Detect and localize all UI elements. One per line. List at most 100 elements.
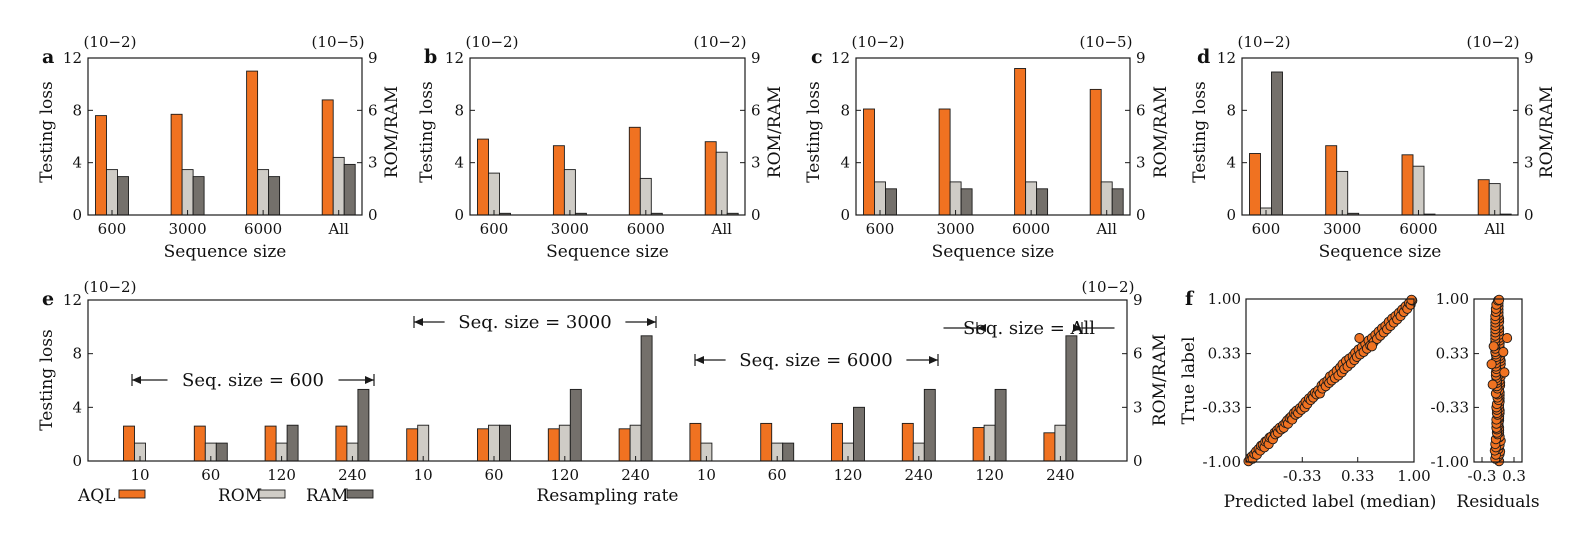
legend-label-aql: AQL: [77, 486, 116, 506]
x-axis-label: Sequence size: [546, 242, 669, 262]
bar-aql: [335, 425, 348, 462]
bar-ram: [885, 188, 897, 216]
y-axis-label-left: Testing loss: [804, 81, 824, 182]
legend-label-ram: RAM: [306, 486, 348, 506]
y-tick-left: 4: [840, 154, 850, 172]
bar-rom: [983, 424, 996, 462]
bar-ram: [286, 424, 299, 462]
arrow-head-right: [647, 318, 656, 326]
y-tick-right: 9: [1136, 49, 1146, 67]
y-tick-left: 4: [72, 154, 82, 172]
bar-ram: [1271, 71, 1283, 216]
x-tick-label: 600: [98, 220, 127, 238]
y-tick-left: 12: [445, 49, 464, 67]
bar-ram: [1065, 335, 1078, 462]
bar-aql: [321, 99, 334, 216]
bar-aql: [246, 70, 259, 216]
y-tick-left: 8: [1226, 101, 1236, 119]
scale-right: (10−2): [1082, 278, 1135, 296]
bar-rom: [715, 151, 728, 216]
bar-rom: [563, 169, 576, 216]
bar-aql: [628, 126, 641, 216]
y-tick-left: 8: [454, 101, 464, 119]
x-axis-label: Sequence size: [164, 242, 287, 262]
group-annotation: Seq. size = 3000: [413, 312, 657, 333]
y-tick-left: 12: [63, 49, 82, 67]
plot-frame: [87, 57, 363, 216]
panel-letter: c: [811, 46, 823, 68]
arrow-head-left: [695, 356, 704, 364]
bar-rom: [1336, 170, 1349, 216]
x-tick-label: -0.33: [1283, 467, 1321, 485]
scale-left: (10−2): [84, 33, 137, 51]
y-tick-right: 3: [368, 154, 378, 172]
plot-frame: [469, 57, 746, 216]
legend-swatch-ram: [346, 489, 374, 499]
y-tick-right: 9: [1524, 49, 1534, 67]
bar-aql: [1089, 88, 1102, 216]
bar-aql: [689, 422, 702, 462]
x-tick-label: 120: [267, 466, 296, 484]
group-label: Seq. size = 600: [182, 370, 324, 391]
panel-a: 0 4 8 12 0 3 6 9 600 3000 6000 All a (10−2) (10−5) Test…: [37, 33, 402, 262]
y-tick-left: 0: [72, 452, 82, 470]
bar-rom: [1054, 424, 1067, 462]
y-tick-label: -0.33: [1203, 398, 1241, 416]
y-tick-right: 6: [1136, 101, 1146, 119]
y-tick-left: 0: [1226, 206, 1236, 224]
x-axis-label: Resampling rate: [537, 486, 679, 506]
y-tick-right: 9: [368, 49, 378, 67]
x-tick-label: 120: [550, 466, 579, 484]
y-tick-label: -1.00: [1431, 453, 1469, 471]
x-tick-label: 60: [768, 466, 787, 484]
scale-right: (10−2): [1467, 33, 1520, 51]
bar-ram: [215, 442, 228, 462]
arrow-head-left: [414, 318, 423, 326]
x-tick-label: -0.3: [1468, 467, 1497, 485]
legend-swatch-aql: [118, 489, 146, 499]
scatter-point: [1499, 367, 1510, 378]
bar-aql: [938, 108, 951, 216]
y-tick-left: 8: [840, 101, 850, 119]
y-tick-left: 8: [72, 101, 82, 119]
y-axis-label-right: ROM/RAM: [765, 86, 785, 178]
x-tick-label: 3000: [551, 220, 589, 238]
arrow-head-right: [929, 356, 938, 364]
panel-c: 0 4 8 12 0 3 6 9 600 3000 6000 All c (10−2) (10−5) Test…: [804, 33, 1171, 262]
bar-ram: [268, 176, 281, 216]
bar-ram: [782, 442, 795, 462]
y-axis-label-left: Testing loss: [37, 329, 57, 430]
panel-f-residuals: -1.00 -0.33 0.33 1.00 -0.3 0.3 Residuals: [1431, 290, 1540, 512]
x-tick-label: 3000: [168, 220, 206, 238]
y-tick-right: 6: [751, 101, 761, 119]
scale-right: (10−2): [694, 33, 747, 51]
bar-aql: [1325, 145, 1338, 216]
scatter-point: [1486, 359, 1497, 370]
plot-frame: [1241, 57, 1519, 216]
bar-aql: [618, 428, 631, 462]
x-axis-label: Predicted label (median): [1224, 492, 1437, 512]
bar-aql: [704, 141, 717, 216]
bar-ram: [1111, 188, 1124, 216]
bar-aql: [1401, 154, 1414, 216]
y-tick-label: -1.00: [1203, 453, 1241, 471]
x-axis-label: Residuals: [1456, 492, 1539, 512]
x-tick-label: All: [1483, 220, 1505, 238]
y-tick-label: 1.00: [1436, 290, 1469, 308]
y-tick-right: 3: [1136, 154, 1146, 172]
y-tick-label: 0.33: [1208, 345, 1241, 363]
x-tick-label: 6000: [627, 220, 665, 238]
plot-frame: [1245, 298, 1415, 463]
bar-aql: [477, 428, 489, 462]
bar-ram: [994, 388, 1007, 462]
x-tick-label: 1.00: [1397, 467, 1430, 485]
bar-aql: [547, 428, 560, 462]
bar-aql: [1477, 179, 1490, 216]
y-tick-right: 0: [368, 206, 378, 224]
y-tick-left: 0: [454, 206, 464, 224]
scatter-point: [1488, 341, 1499, 352]
bar-ram: [853, 406, 865, 462]
group-label: Seq. size = All: [963, 318, 1095, 339]
x-tick-label: All: [1095, 220, 1117, 238]
